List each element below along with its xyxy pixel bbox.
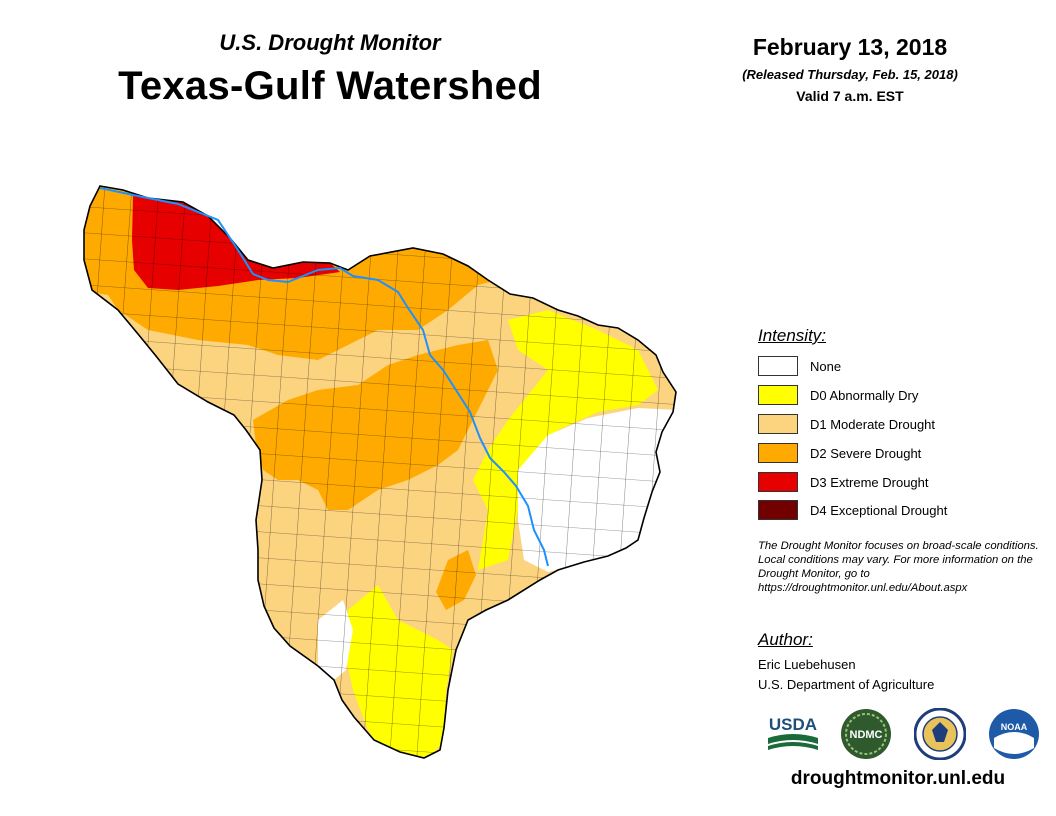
- river: [99, 187, 549, 567]
- legend-swatch: [758, 443, 798, 463]
- legend-swatch: [758, 356, 798, 376]
- legend-item-d1: D1 Moderate Drought: [758, 413, 935, 435]
- legend-swatch: [758, 385, 798, 405]
- legend-label: D4 Exceptional Drought: [810, 502, 948, 518]
- svg-text:NOAA: NOAA: [1001, 722, 1028, 732]
- author-heading: Author:: [758, 630, 813, 649]
- legend-item-d0: D0 Abnormally Dry: [758, 384, 918, 406]
- valid-time: Valid 7 a.m. EST: [796, 88, 904, 104]
- map-subtitle: U.S. Drought Monitor: [219, 30, 441, 55]
- legend-label: D0 Abnormally Dry: [810, 387, 919, 403]
- author-name: Eric Luebehusen: [758, 657, 856, 672]
- legend-label: D1 Moderate Drought: [810, 416, 936, 432]
- legend-heading: Intensity:: [758, 326, 827, 345]
- legend-label: None: [810, 358, 842, 374]
- doc-seal-logo: [914, 708, 966, 760]
- svg-text:NDMC: NDMC: [850, 729, 883, 741]
- legend-label: D3 Extreme Drought: [810, 474, 929, 490]
- legend-item-none: None: [758, 355, 841, 377]
- noaa-logo: NOAA: [989, 709, 1039, 759]
- map-date: February 13, 2018: [752, 34, 948, 60]
- release-date: (Released Thursday, Feb. 15, 2018): [742, 67, 958, 82]
- legend-item-d3: D3 Extreme Drought: [758, 471, 929, 493]
- watershed-boundary: [83, 185, 677, 759]
- legend-swatch: [758, 414, 798, 434]
- legend-swatch: [758, 500, 798, 520]
- drought-map: [83, 185, 677, 759]
- legend-item-d2: D2 Severe Drought: [758, 442, 921, 464]
- map-title: Texas-Gulf Watershed: [118, 64, 542, 108]
- legend-swatch: [758, 472, 798, 492]
- author-organization: U.S. Department of Agriculture: [758, 677, 935, 692]
- ndmc-logo: NDMC: [841, 709, 891, 759]
- website-url[interactable]: droughtmonitor.unl.edu: [790, 768, 1006, 789]
- legend-item-d4: D4 Exceptional Drought: [758, 499, 947, 521]
- svg-text:USDA: USDA: [769, 715, 817, 734]
- disclaimer-note: The Drought Monitor focuses on broad-sca…: [758, 540, 1039, 594]
- usda-logo: USDA: [768, 715, 818, 750]
- legend-label: D2 Severe Drought: [810, 445, 922, 461]
